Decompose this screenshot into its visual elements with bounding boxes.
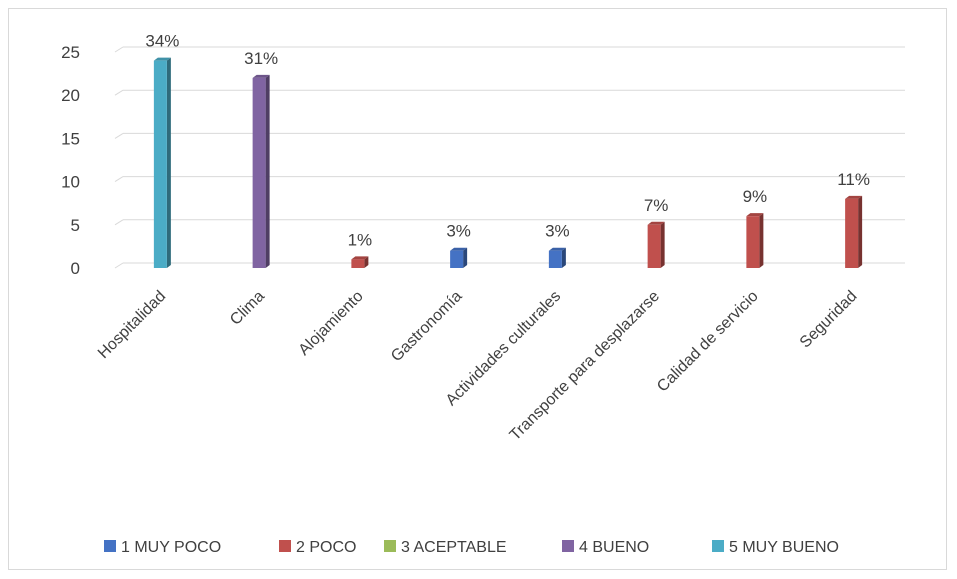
data-label: 34% bbox=[145, 32, 179, 51]
y-tick-label: 25 bbox=[61, 43, 80, 62]
y-tick-label: 0 bbox=[71, 259, 80, 278]
gridline-depth bbox=[114, 262, 124, 269]
y-tick-label: 10 bbox=[61, 173, 80, 192]
category-label: Seguridad bbox=[797, 288, 861, 352]
y-tick-label: 20 bbox=[61, 86, 80, 105]
bar bbox=[252, 74, 270, 268]
gridline-depth bbox=[114, 89, 124, 96]
y-tick-label: 5 bbox=[71, 216, 80, 235]
bar bbox=[450, 247, 468, 268]
category-label: Hospitalidad bbox=[95, 288, 169, 362]
legend-item: 3 ACEPTABLE bbox=[384, 539, 507, 556]
data-label: 31% bbox=[244, 49, 278, 68]
bar bbox=[845, 195, 863, 268]
legend-label: 1 MUY POCO bbox=[121, 539, 221, 556]
legend-label: 5 MUY BUENO bbox=[729, 539, 839, 556]
legend-item: 4 BUENO bbox=[562, 539, 649, 556]
legend-item: 5 MUY BUENO bbox=[712, 539, 839, 556]
bar bbox=[351, 256, 369, 268]
legend-swatch bbox=[562, 540, 574, 552]
bars bbox=[153, 57, 863, 268]
bar bbox=[746, 213, 764, 268]
category-label: Alojamiento bbox=[296, 288, 367, 359]
gridline-depth bbox=[114, 46, 124, 53]
data-label: 7% bbox=[644, 196, 669, 215]
data-labels: 34% 31% 1% 3% 3% 7% 9% 11% bbox=[145, 32, 870, 250]
data-label: 3% bbox=[446, 222, 471, 241]
y-axis-ticks: 0 5 10 15 20 25 bbox=[61, 43, 80, 278]
legend-swatch bbox=[712, 540, 724, 552]
legend: 1 MUY POCO 2 POCO 3 ACEPTABLE 4 BUENO 5 MUY … bbox=[104, 539, 839, 556]
legend-swatch bbox=[384, 540, 396, 552]
bar bbox=[153, 57, 171, 268]
category-label: Calidad de servicio bbox=[654, 288, 762, 396]
category-label: Clima bbox=[227, 288, 268, 329]
category-label: Actividades culturales bbox=[443, 288, 564, 409]
bar bbox=[647, 221, 665, 268]
legend-item: 2 POCO bbox=[279, 539, 356, 556]
x-axis-categories: Hospitalidad Clima Alojamiento GastronomíaA… bbox=[95, 288, 861, 444]
data-label: 9% bbox=[743, 187, 768, 206]
gridline-depth bbox=[114, 219, 124, 226]
data-label: 1% bbox=[348, 230, 373, 249]
data-label: 3% bbox=[545, 222, 570, 241]
gridline-depth bbox=[114, 132, 124, 139]
legend-label: 4 BUENO bbox=[579, 539, 649, 556]
data-label: 11% bbox=[837, 170, 870, 189]
category-label: Gastronomía bbox=[388, 288, 465, 365]
gridlines bbox=[114, 46, 905, 269]
y-tick-label: 15 bbox=[61, 129, 80, 148]
legend-label: 2 POCO bbox=[296, 539, 356, 556]
gridline-depth bbox=[114, 176, 124, 183]
legend-item: 1 MUY POCO bbox=[104, 539, 221, 556]
legend-label: 3 ACEPTABLE bbox=[401, 539, 507, 556]
bar bbox=[548, 247, 566, 268]
legend-swatch bbox=[104, 540, 116, 552]
legend-swatch bbox=[279, 540, 291, 552]
